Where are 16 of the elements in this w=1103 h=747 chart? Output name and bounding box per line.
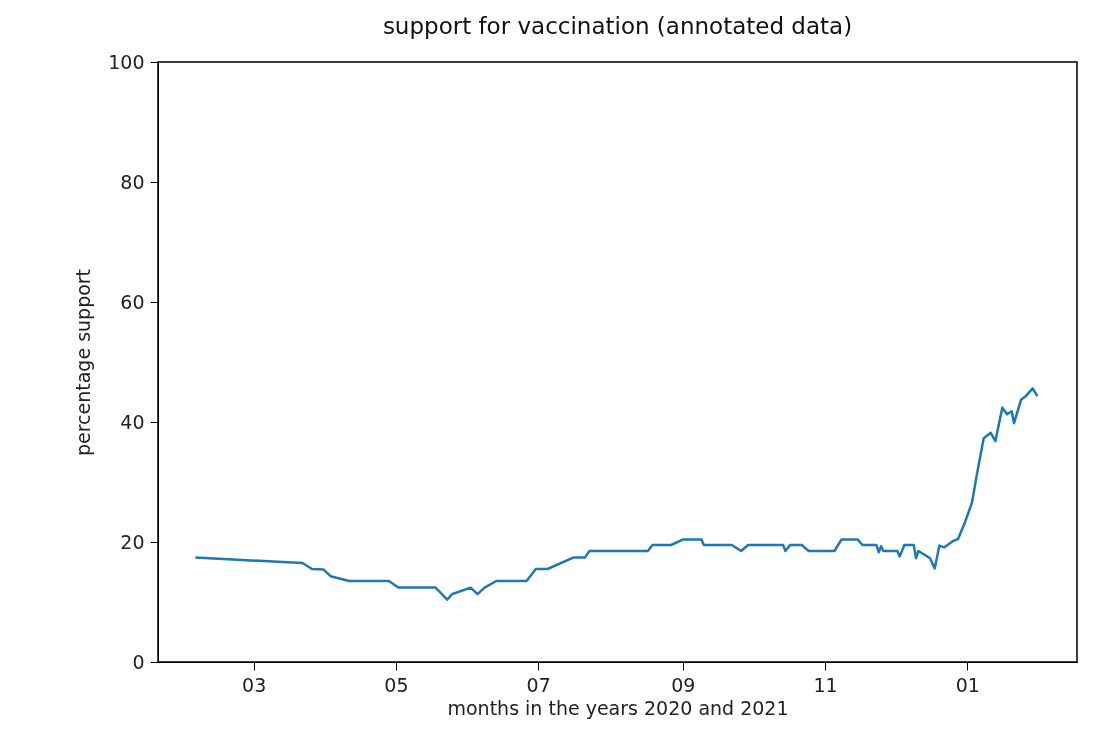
x-tick-label: 05 bbox=[384, 673, 409, 696]
x-tick-label: 11 bbox=[813, 673, 838, 696]
x-tick-label: 03 bbox=[242, 673, 267, 696]
chart-title: support for vaccination (annotated data) bbox=[382, 13, 853, 39]
y-tick-label: 100 bbox=[108, 50, 145, 73]
x-axis-title: months in the years 2020 and 2021 bbox=[447, 696, 789, 719]
y-axis-title: percentage support bbox=[72, 268, 95, 457]
x-tick-label: 09 bbox=[671, 673, 696, 696]
line-series bbox=[194, 387, 1039, 601]
y-tick-label: 0 bbox=[132, 650, 145, 673]
x-tick-label: 01 bbox=[955, 673, 980, 696]
y-tick-label: 80 bbox=[120, 170, 145, 193]
y-tick-label: 60 bbox=[120, 290, 145, 313]
y-tick-label: 40 bbox=[120, 410, 145, 433]
x-tick-label: 07 bbox=[526, 673, 551, 696]
y-tick-label: 20 bbox=[120, 530, 145, 553]
